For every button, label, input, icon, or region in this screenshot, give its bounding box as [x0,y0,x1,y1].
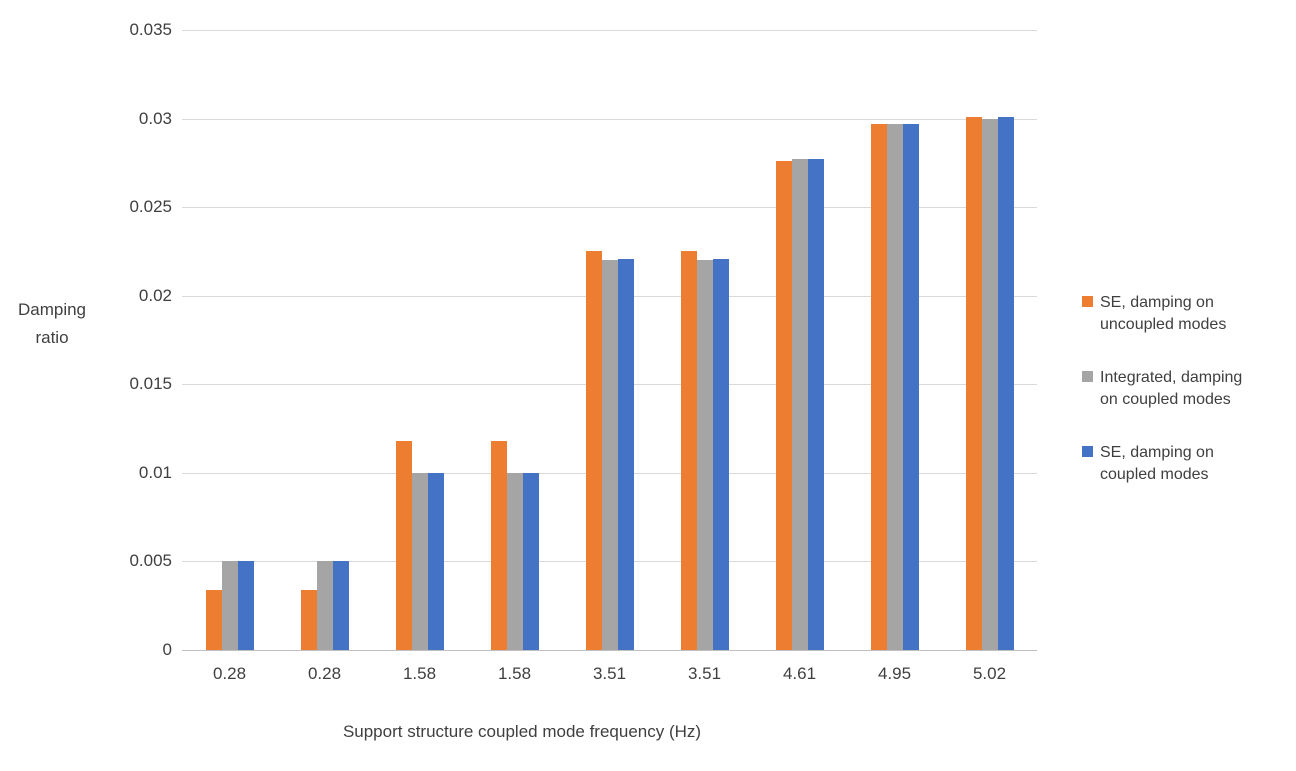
legend-item-label: SE, damping on uncoupled modes [1100,294,1227,334]
y-tick-label: 0.035 [129,20,172,39]
legend-item-label: Integrated, damping on coupled modes [1100,369,1243,409]
chart-legend: SE, damping on uncoupled modes Integrated… [1082,292,1252,486]
y-tick-label: 0.005 [129,551,172,570]
bar-series1-cat8 [981,118,998,650]
bar-series2-cat4 [617,258,634,650]
bar-series1-cat7 [886,123,903,650]
bar-series0-cat3 [490,441,507,650]
plot-area [182,30,1037,651]
bar-group-0.28-0 [182,30,277,650]
bar-group-1.58-3 [467,30,562,650]
x-tick-label: 0.28 [307,664,342,683]
x-tick-label: 4.61 [782,664,817,683]
y-tick-label: 0.015 [129,374,172,393]
bar-series0-cat2 [395,441,412,650]
bar-group-4.95-7 [847,30,942,650]
y-axis-title: Damping ratio [17,300,87,347]
bar-series0-cat1 [300,589,317,650]
bar-group-1.58-2 [372,30,467,650]
bar-series2-cat5 [712,258,729,650]
bar-series2-cat2 [427,472,444,650]
bar-group-3.51-4 [562,30,657,650]
legend-swatch-icon [1082,296,1093,307]
bar-series1-cat2 [411,472,428,650]
x-tick-label: 3.51 [592,664,627,683]
y-tick-label: 0.01 [138,463,172,482]
bar-series1-cat6 [791,159,808,650]
x-tick-label: 1.58 [497,664,532,683]
x-axis-title: Support structure coupled mode frequency… [342,722,702,741]
legend-swatch-icon [1082,446,1093,458]
bar-series2-cat6 [807,159,824,650]
x-axis-tick-labels: 0.28 0.28 1.58 1.58 3.51 3.51 4.61 4.95 5.02 [182,664,1037,684]
gridline [182,207,1037,208]
y-tick-label: 0 [162,640,172,659]
bar-series1-cat5 [696,260,713,650]
legend-item-0: SE, damping on uncoupled modes [1082,292,1252,336]
bar-group-3.51-5 [657,30,752,650]
bar-group-4.61-6 [752,30,847,650]
bar-series1-cat3 [506,472,523,650]
legend-swatch-icon [1082,371,1093,383]
bar-series0-cat5 [680,251,697,650]
legend-item-label: SE, damping on coupled modes [1100,444,1214,484]
x-tick-label: 0.28 [212,664,247,683]
y-tick-label: 0.025 [129,197,172,216]
bar-series1-cat0 [221,561,238,650]
bar-series0-cat6 [775,161,792,650]
bar-group-0.28-1 [277,30,372,650]
bar-series0-cat0 [205,589,222,650]
legend-item-1: Integrated, damping on coupled modes [1082,367,1252,411]
bar-group-5.02-8 [942,30,1037,650]
gridline [182,30,1037,31]
bar-groups [182,30,1037,650]
x-tick-label: 4.95 [877,664,912,683]
legend-item-2: SE, damping on coupled modes [1082,442,1252,486]
bar-series1-cat1 [316,561,333,650]
bar-series2-cat3 [522,472,539,650]
bar-series2-cat1 [332,561,349,650]
y-tick-label: 0.03 [138,109,172,128]
bar-series2-cat8 [997,116,1014,650]
x-tick-label: 3.51 [687,664,722,683]
x-tick-label: 5.02 [972,664,1007,683]
bar-series2-cat0 [237,561,254,650]
bar-series2-cat7 [902,123,919,650]
bar-series0-cat8 [965,116,982,650]
bar-series0-cat7 [870,123,887,650]
bar-series0-cat4 [585,251,602,650]
x-tick-label: 1.58 [402,664,437,683]
bar-series1-cat4 [601,260,618,650]
gridline [182,119,1037,120]
